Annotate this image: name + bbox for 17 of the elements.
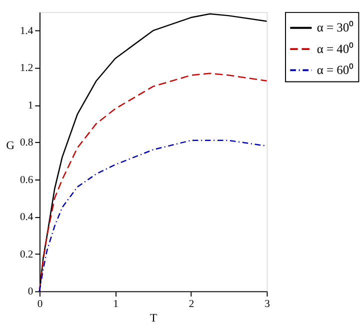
- legend-label: α = 30⁰: [316, 20, 354, 35]
- legend-label: α = 40⁰: [316, 42, 354, 56]
- y-tick-label: 1: [28, 100, 34, 112]
- x-axis-title: T: [150, 312, 158, 325]
- x-tick-label: 3: [264, 299, 270, 310]
- y-tick-label: 1.2: [20, 63, 34, 74]
- y-tick-label: 0.6: [20, 174, 34, 186]
- x-tick-label: 1: [113, 299, 118, 310]
- y-tick-label: 0.2: [20, 249, 34, 260]
- y-tick-label: 0.8: [20, 138, 34, 149]
- legend-label: α = 60⁰: [316, 63, 354, 78]
- y-tick-label: 1.4: [20, 26, 34, 37]
- y-tick-label: 0: [28, 286, 34, 298]
- x-tick-label: 2: [188, 299, 194, 310]
- x-tick-label: 0: [37, 299, 43, 310]
- y-tick-label: 0.4: [20, 212, 34, 224]
- y-axis-title: G: [6, 140, 15, 152]
